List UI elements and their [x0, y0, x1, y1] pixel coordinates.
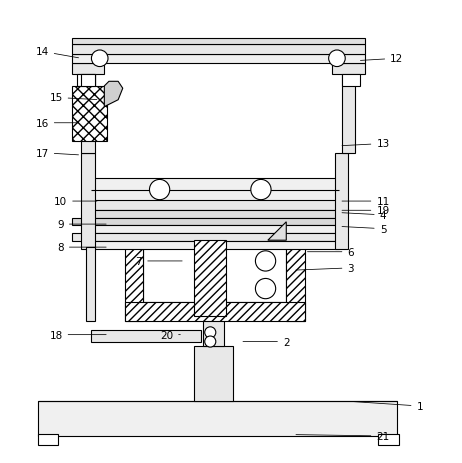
Text: 10: 10 [54, 197, 97, 206]
Bar [91, 225, 339, 233]
Bar [144, 241, 286, 303]
Bar [72, 38, 365, 45]
Bar [91, 179, 339, 201]
Circle shape [251, 180, 271, 200]
Text: 19: 19 [342, 206, 389, 216]
Circle shape [150, 180, 170, 200]
Bar [72, 87, 107, 142]
Bar [334, 153, 348, 250]
Bar [125, 222, 144, 321]
Bar [203, 317, 224, 346]
Bar [81, 153, 95, 250]
Circle shape [205, 336, 216, 347]
Text: 2: 2 [243, 337, 290, 347]
Bar [86, 248, 95, 321]
Bar [286, 222, 305, 321]
Bar [332, 64, 365, 75]
Bar [37, 401, 397, 436]
Bar [125, 303, 305, 321]
Circle shape [91, 51, 108, 68]
Text: 13: 13 [342, 139, 389, 149]
Text: 12: 12 [360, 54, 403, 64]
Text: 1: 1 [353, 401, 423, 411]
Text: 15: 15 [49, 93, 97, 103]
Circle shape [205, 327, 216, 338]
Circle shape [255, 251, 276, 271]
Text: 17: 17 [36, 148, 79, 158]
Text: 14: 14 [36, 47, 79, 59]
Bar [91, 200, 339, 211]
Text: 5: 5 [342, 224, 386, 234]
Text: 8: 8 [57, 243, 106, 253]
Text: 18: 18 [49, 330, 106, 340]
Polygon shape [104, 82, 123, 107]
Bar [341, 75, 360, 87]
Polygon shape [268, 222, 286, 241]
Text: 7: 7 [135, 257, 182, 266]
Text: 3: 3 [296, 263, 354, 273]
Text: 20: 20 [160, 330, 180, 340]
Bar [77, 75, 95, 87]
Circle shape [255, 279, 276, 299]
Bar [194, 241, 226, 317]
Bar [91, 210, 339, 219]
Bar [194, 346, 233, 401]
Bar [378, 434, 399, 445]
Bar [72, 218, 344, 225]
Bar [91, 330, 201, 342]
Text: 9: 9 [57, 219, 106, 230]
Bar [125, 222, 305, 241]
Text: 21: 21 [296, 431, 389, 441]
Bar [341, 64, 355, 153]
Bar [72, 55, 365, 64]
Circle shape [328, 51, 345, 68]
Bar [72, 45, 365, 55]
Bar [72, 64, 104, 75]
Text: 4: 4 [342, 210, 386, 220]
Bar [37, 434, 58, 445]
Bar [81, 75, 95, 87]
Text: 6: 6 [308, 247, 354, 257]
Text: 16: 16 [36, 119, 79, 128]
Bar [91, 241, 339, 249]
Bar [81, 64, 95, 153]
Text: 11: 11 [342, 197, 389, 206]
Bar [72, 233, 344, 242]
